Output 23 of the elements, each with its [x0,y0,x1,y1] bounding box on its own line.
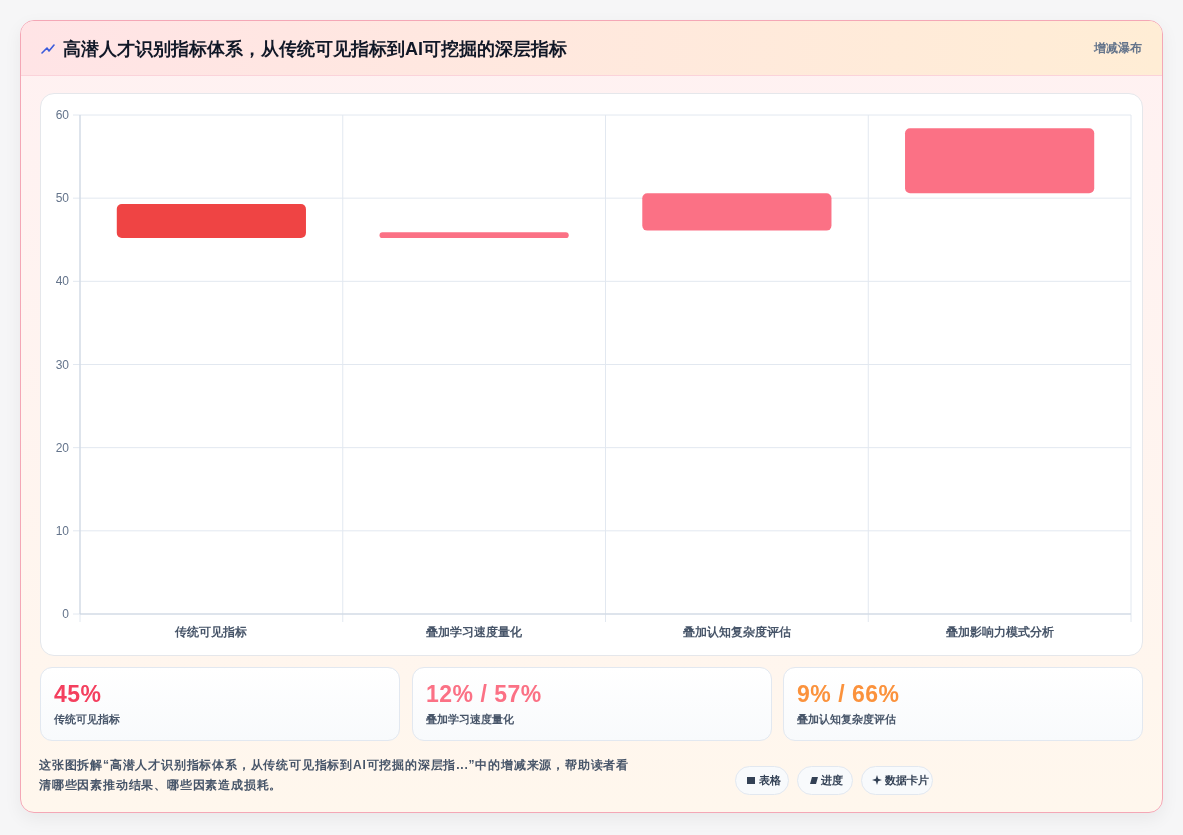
x-tick-label: 传统可见指标 [175,625,248,639]
card-label: 叠加学习速度量化 [426,712,514,727]
card-value: 12% / 57% [426,680,542,708]
title: 高潜人才识别指标体系，从传统可见指标到AI可挖掘的深层指标 [63,38,567,61]
y-tick-label: 50 [55,191,69,206]
x-tick-label: 叠加学习速度量化 [426,625,523,639]
y-tick-label: 10 [55,523,69,538]
x-tick-label: 叠加认知复杂度评估 [682,625,791,639]
card-value: 45% [54,680,102,708]
y-tick-label: 40 [55,274,69,289]
footer-note: 这张图拆解“高潜人才识别指标体系，从传统可见指标到AI可挖掘的深层指...”中的增减来源，帮助读者看清哪些因素推动结果、哪些因素造成损耗。 [39,757,630,794]
chip-label: 表格 [759,773,781,788]
subtitle: 增减瀑布 [1094,40,1142,56]
x-tick-label: 叠加影响力模式分析 [945,625,1054,639]
card-label: 叠加认知复杂度评估 [797,712,896,727]
chip-label: 数据卡片 [885,773,929,788]
chip-label: 进度 [821,773,843,788]
card-label: 传统可见指标 [54,712,120,727]
y-tick-label: 60 [55,108,69,122]
y-tick-label: 20 [55,440,69,455]
y-tick-label: 0 [62,607,69,621]
card-value: 9% / 66% [797,680,900,708]
y-tick-label: 30 [55,357,69,372]
